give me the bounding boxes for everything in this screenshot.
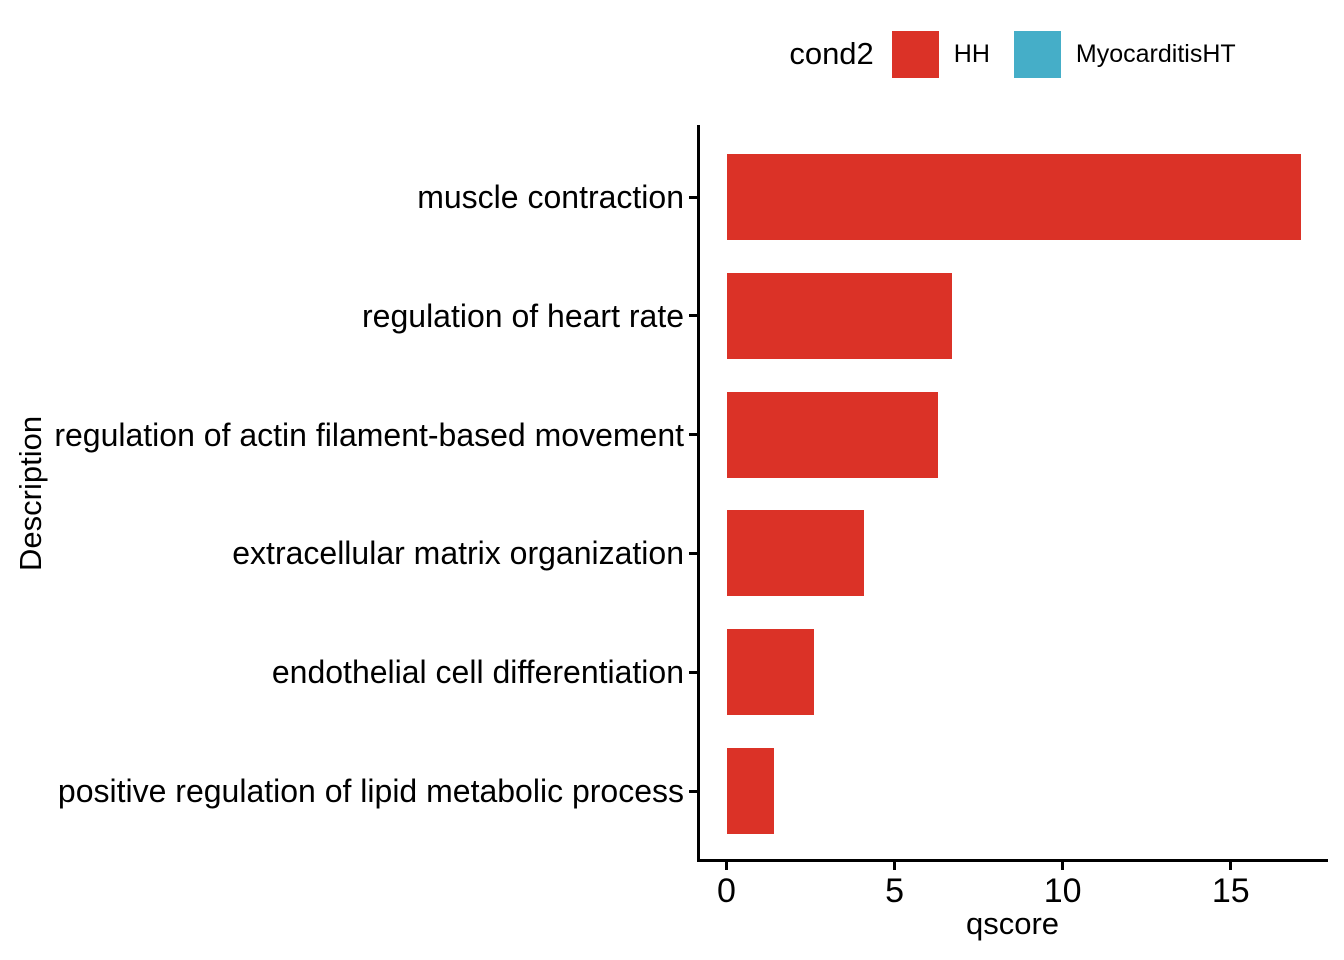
- category-label: extracellular matrix organization: [232, 535, 684, 572]
- y-tick-mark: [689, 433, 697, 437]
- y-tick-mark: [689, 314, 697, 318]
- category-label: endothelial cell differentiation: [271, 654, 684, 691]
- x-tick-label: 15: [1211, 872, 1250, 910]
- x-tick-mark: [1229, 862, 1233, 870]
- category-label: regulation of actin filament-based movem…: [54, 416, 684, 453]
- x-tick-mark: [1061, 862, 1065, 870]
- bar-4: [726, 629, 814, 716]
- legend-swatch-myocarditisht: [1013, 30, 1061, 78]
- bar-3: [726, 510, 865, 597]
- bar-1: [726, 272, 952, 359]
- legend-title: cond2: [789, 36, 874, 71]
- category-label: positive regulation of lipid metabolic p…: [57, 773, 684, 809]
- category-label: regulation of heart rate: [362, 297, 684, 334]
- legend-label-hh: HH: [953, 39, 990, 68]
- x-tick-mark: [893, 862, 897, 870]
- legend-label-myocarditisht: MyocarditisHT: [1075, 39, 1236, 68]
- y-tick-mark: [689, 195, 697, 199]
- x-tick-label: 10: [1043, 872, 1082, 910]
- y-tick-mark: [689, 551, 697, 555]
- legend: cond2 HH MyocarditisHT: [697, 28, 1328, 80]
- x-tick-label: 0: [717, 872, 736, 910]
- legend-item-myocarditisht: MyocarditisHT: [1013, 30, 1236, 78]
- legend-item-hh: HH: [891, 30, 990, 78]
- plot-panel: [697, 125, 1328, 862]
- bar-5: [726, 748, 774, 834]
- bar-2: [726, 391, 939, 478]
- category-label: muscle contraction: [417, 179, 684, 215]
- legend-swatch-hh: [891, 30, 939, 78]
- x-axis-title: qscore: [965, 906, 1060, 941]
- y-tick-mark: [689, 670, 697, 674]
- y-tick-mark: [689, 789, 697, 793]
- x-tick-label: 5: [885, 872, 905, 910]
- x-tick-mark: [725, 862, 728, 870]
- bar-0: [726, 154, 1302, 240]
- y-axis-title: Description: [13, 415, 48, 572]
